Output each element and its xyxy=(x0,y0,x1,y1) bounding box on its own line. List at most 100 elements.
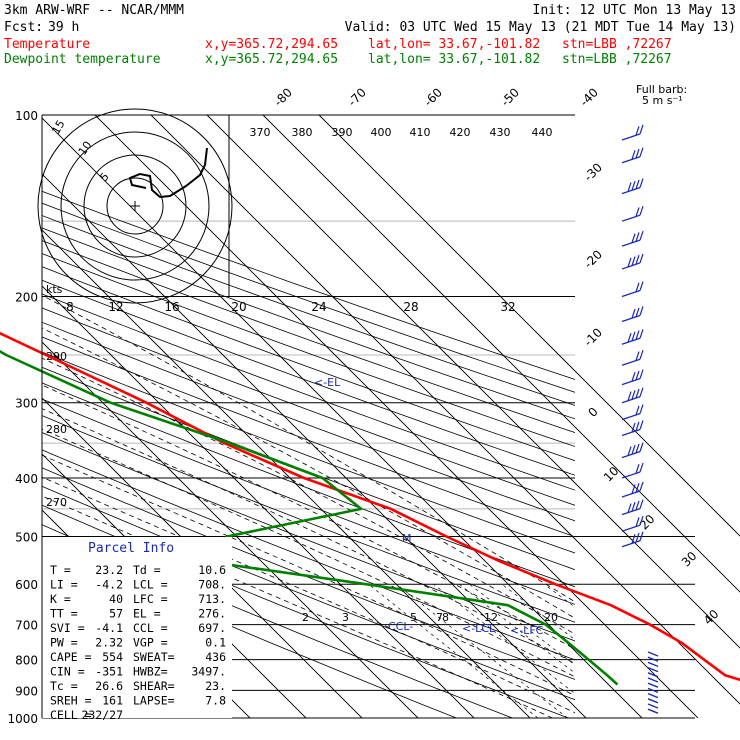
dry-adiabat xyxy=(42,485,575,701)
parcel-label: SHEAR= xyxy=(133,679,175,693)
dry-adiabat xyxy=(42,398,575,605)
moist-adiabats xyxy=(42,296,575,718)
moist-adiabat xyxy=(42,428,575,678)
moist-adiabat xyxy=(44,296,575,603)
wind-barb-flag xyxy=(639,515,644,526)
mixing-ratio-line xyxy=(501,583,575,641)
wind-barb-flag xyxy=(635,464,640,474)
parcel-label: T = xyxy=(50,563,71,577)
wind-barb-flag xyxy=(639,306,644,316)
wind-barb-flag xyxy=(631,372,636,382)
parcel-label: TT = xyxy=(50,607,78,621)
dry-adiabat xyxy=(42,382,575,588)
wind-legend-value: 5 m s⁻¹ xyxy=(642,94,683,107)
wind-barb-low xyxy=(647,708,659,714)
mixing-ratio-label: 7 xyxy=(436,611,443,624)
hodo-speed-label: 16 xyxy=(164,300,179,314)
wind-barb-flag xyxy=(639,124,644,135)
isotherm-label: 30 xyxy=(679,549,700,570)
parcel-value: 708. xyxy=(198,578,226,592)
wind-barb-flag xyxy=(631,445,636,455)
wind-barb-flag xyxy=(631,233,636,243)
mixing-ratio-line xyxy=(368,583,539,718)
parcel-value: 697. xyxy=(198,621,226,635)
dry-adiabat xyxy=(42,307,575,506)
dry-adiabat xyxy=(42,279,575,476)
wind-barb-staff xyxy=(621,214,641,222)
dry-adiabat xyxy=(42,415,575,623)
theta-e-label: 430 xyxy=(490,126,511,139)
isotherm xyxy=(42,117,643,718)
hodo-ring-label: 5 xyxy=(97,170,111,184)
theta-e-label: 440 xyxy=(532,126,553,139)
pressure-label-200: 200 xyxy=(15,291,38,305)
wind-barb-staff xyxy=(621,451,641,459)
wind-barb-flag xyxy=(631,422,636,433)
theta-label: 270 xyxy=(46,496,67,509)
wind-barb-flag xyxy=(639,387,644,397)
legend-temperature: Temperature xyxy=(4,37,90,52)
temperature-profile xyxy=(0,331,740,682)
wind-barb-flag xyxy=(639,369,644,379)
parcel-value: 23.2 xyxy=(95,563,123,577)
pressure-label-500: 500 xyxy=(15,530,38,544)
parcel-label: SREH = xyxy=(50,694,92,708)
wind-barb-flag xyxy=(635,370,640,381)
temp-xy: x,y=365.72,294.65 xyxy=(205,37,338,52)
el-marker: <-EL xyxy=(314,376,341,389)
wind-barb-flag xyxy=(635,232,640,242)
hodo-speed-label: 12 xyxy=(108,300,123,314)
isotherm-label: 20 xyxy=(637,512,658,533)
mixing-ratio-lines xyxy=(368,583,575,718)
pressure-label-600: 600 xyxy=(15,578,38,592)
theta-e-label: 410 xyxy=(410,126,431,139)
wind-barb-flag xyxy=(639,147,644,157)
wind-barb-flag xyxy=(635,500,640,511)
parcel-value: 0.1 xyxy=(205,636,226,650)
moist-adiabat xyxy=(42,327,575,619)
hodo-speed-label: 28 xyxy=(403,300,418,314)
wind-barb-staff xyxy=(621,540,641,548)
theta-e-label: 380 xyxy=(292,126,313,139)
wind-barb-flag xyxy=(639,205,644,216)
wind-barb-flag xyxy=(635,255,640,265)
wind-barb-staff xyxy=(621,524,641,532)
init-time: Init: 12 UTC Mon 13 May 13 xyxy=(533,3,737,18)
parcel-label: LFC = xyxy=(133,592,168,606)
parcel-label: CIN = xyxy=(50,665,85,679)
dry-adiabat xyxy=(42,227,575,420)
parcel-label: Tc = xyxy=(50,679,78,693)
wind-barb-flag xyxy=(635,405,640,416)
parcel-value: 232/27 xyxy=(81,708,123,722)
hodo-ring xyxy=(83,154,187,258)
isotherm-label: 0 xyxy=(586,405,601,420)
theta-label: 290 xyxy=(46,350,67,363)
wind-barb-flag xyxy=(639,481,644,492)
mixing-ratio-label: 8 xyxy=(442,611,449,624)
wind-barb-flag xyxy=(631,331,636,342)
dry-adiabat xyxy=(42,240,575,433)
wind-barb-flag xyxy=(639,462,644,473)
parcel-label: K = xyxy=(50,592,71,606)
wind-barb-flag xyxy=(639,350,644,360)
mixed-layer-marker: M xyxy=(402,532,412,545)
wind-barb-staff xyxy=(621,337,641,345)
wind-barb-flag xyxy=(635,421,640,431)
wind-barb-low xyxy=(647,682,659,688)
wind-legend-title: Full barb: xyxy=(636,83,687,96)
mixing-ratio-label: 5 xyxy=(410,611,417,624)
wind-barb-flag xyxy=(631,390,636,400)
wind-barb-flag xyxy=(627,332,632,343)
dewpoint-profile xyxy=(0,350,619,686)
wind-barb-staff xyxy=(621,289,641,298)
parcel-label: SWEAT= xyxy=(133,650,175,664)
dry-adiabat xyxy=(42,253,575,447)
parcel-label: CCL = xyxy=(133,621,168,635)
dry-adiabat xyxy=(42,432,575,642)
moist-adiabat xyxy=(42,408,575,664)
pressure-label-1000: 1000 xyxy=(7,712,38,726)
hodo-speed-label: 24 xyxy=(311,300,326,314)
dew-latlon: lat,lon= 33.67,-101.82 xyxy=(368,52,540,67)
wind-barb-flag xyxy=(627,503,632,513)
